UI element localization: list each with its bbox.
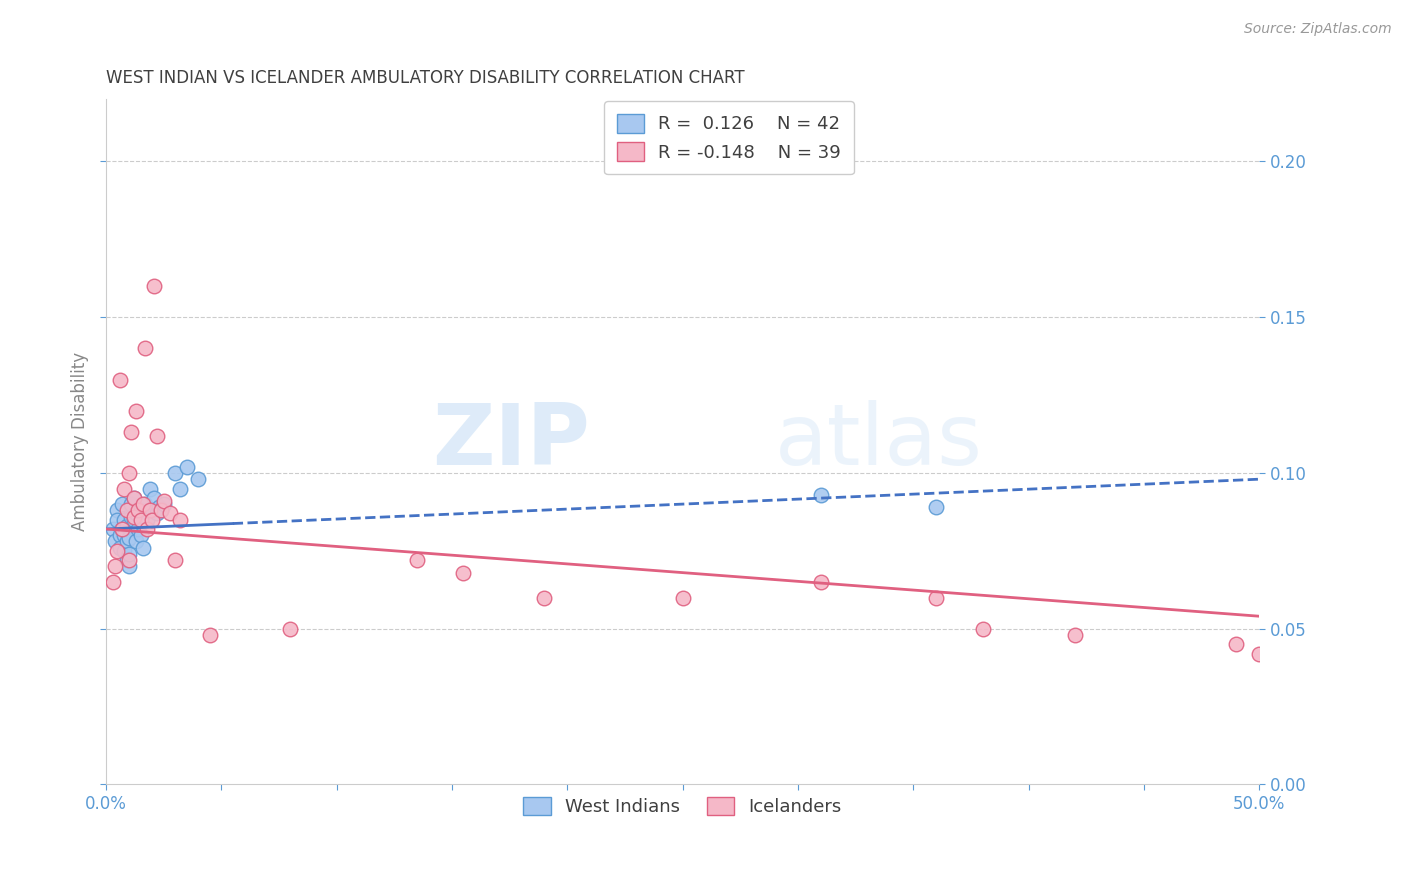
Point	[159, 507, 181, 521]
Point	[152, 494, 174, 508]
Point	[132, 497, 155, 511]
Point	[118, 547, 141, 561]
Point	[129, 503, 152, 517]
Point	[122, 491, 145, 505]
Point	[120, 509, 142, 524]
Point	[406, 553, 429, 567]
Point	[141, 513, 163, 527]
Point	[120, 425, 142, 440]
Point	[150, 503, 173, 517]
Point	[169, 513, 191, 527]
Point	[118, 532, 141, 546]
Point	[115, 534, 138, 549]
Point	[122, 513, 145, 527]
Point	[127, 503, 149, 517]
Point	[148, 500, 170, 515]
Point	[107, 544, 129, 558]
Point	[925, 500, 948, 515]
Point	[104, 534, 127, 549]
Point	[165, 553, 187, 567]
Point	[112, 513, 135, 527]
Point	[125, 507, 148, 521]
Point	[132, 541, 155, 555]
Point	[972, 622, 994, 636]
Point	[1225, 637, 1247, 651]
Point	[672, 591, 695, 605]
Point	[138, 503, 160, 517]
Point	[152, 497, 174, 511]
Point	[198, 628, 221, 642]
Point	[134, 497, 156, 511]
Point	[122, 491, 145, 505]
Point	[169, 482, 191, 496]
Point	[127, 522, 149, 536]
Point	[453, 566, 475, 580]
Point	[108, 528, 131, 542]
Text: WEST INDIAN VS ICELANDER AMBULATORY DISABILITY CORRELATION CHART: WEST INDIAN VS ICELANDER AMBULATORY DISA…	[105, 69, 745, 87]
Point	[150, 503, 173, 517]
Point	[111, 522, 134, 536]
Point	[125, 403, 148, 417]
Point	[134, 342, 156, 356]
Point	[280, 622, 302, 636]
Point	[925, 591, 948, 605]
Point	[122, 509, 145, 524]
Point	[165, 466, 187, 480]
Point	[101, 522, 124, 536]
Point	[112, 528, 135, 542]
Point	[108, 541, 131, 555]
Point	[107, 503, 129, 517]
Point	[111, 497, 134, 511]
Point	[112, 544, 135, 558]
Point	[810, 574, 832, 589]
Point	[115, 519, 138, 533]
Point	[107, 513, 129, 527]
Point	[118, 466, 141, 480]
Point	[136, 513, 159, 527]
Text: Source: ZipAtlas.com: Source: ZipAtlas.com	[1244, 22, 1392, 37]
Point	[115, 553, 138, 567]
Point	[111, 522, 134, 536]
Point	[120, 497, 142, 511]
Point	[1063, 628, 1085, 642]
Point	[143, 279, 166, 293]
Point	[138, 482, 160, 496]
Point	[533, 591, 555, 605]
Point	[115, 503, 138, 517]
Point	[129, 513, 152, 527]
Text: ZIP: ZIP	[433, 401, 591, 483]
Point	[101, 574, 124, 589]
Point	[145, 428, 167, 442]
Text: atlas: atlas	[775, 401, 983, 483]
Point	[187, 472, 209, 486]
Point	[118, 559, 141, 574]
Point	[108, 372, 131, 386]
Point	[1249, 647, 1271, 661]
Point	[145, 507, 167, 521]
Point	[118, 553, 141, 567]
Legend: West Indians, Icelanders: West Indians, Icelanders	[516, 789, 849, 823]
Point	[176, 459, 198, 474]
Point	[136, 522, 159, 536]
Point	[125, 534, 148, 549]
Point	[129, 528, 152, 542]
Point	[141, 503, 163, 517]
Point	[112, 482, 135, 496]
Point	[143, 491, 166, 505]
Point	[810, 488, 832, 502]
Point	[104, 559, 127, 574]
Y-axis label: Ambulatory Disability: Ambulatory Disability	[72, 352, 89, 532]
